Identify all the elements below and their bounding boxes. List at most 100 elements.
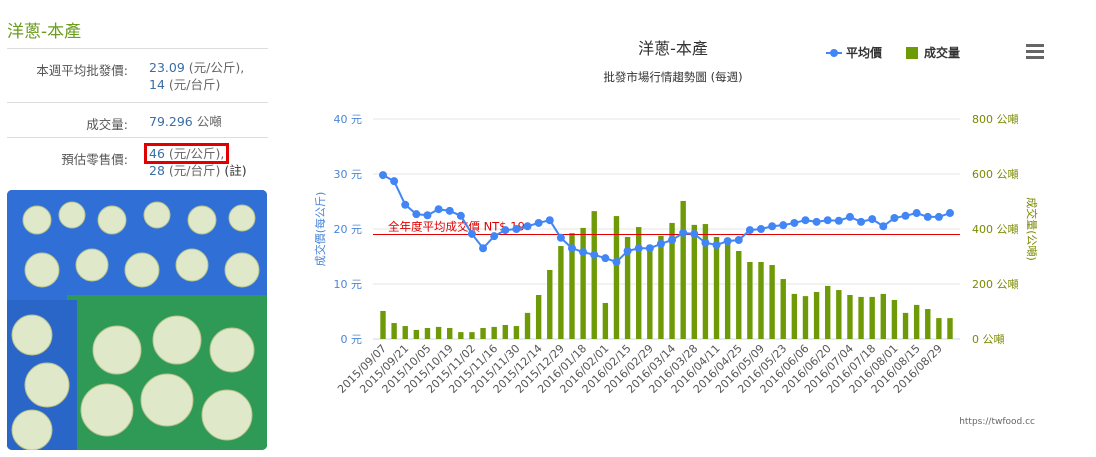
y2-tick-label: 600 公噸 <box>972 167 1019 181</box>
onion-photo <box>7 190 267 450</box>
unit: (元/台斤) <box>168 163 221 178</box>
volume-bar <box>658 235 664 339</box>
volume-bar <box>458 332 464 339</box>
volume-bar <box>702 224 709 339</box>
price-point <box>490 232 499 241</box>
volume-bar <box>591 211 597 339</box>
price-point <box>623 247 632 255</box>
menu-button[interactable] <box>1026 44 1044 59</box>
y2-tick-label: 400 公噸 <box>972 222 1019 236</box>
volume-bar <box>580 227 586 339</box>
volume-bar <box>380 310 386 339</box>
price-point <box>390 177 399 186</box>
price-point <box>712 240 721 249</box>
volume-bar <box>391 323 397 339</box>
volume-bar <box>836 290 842 339</box>
chart-subtitle: 批發市場行情趨勢圖 (每週) <box>603 70 742 84</box>
volume-bar <box>891 299 898 339</box>
row-label: 本週平均批發價: <box>36 63 128 78</box>
price-point <box>745 226 754 235</box>
volume-bar <box>424 328 431 339</box>
price-point <box>879 222 888 231</box>
panel-title: 洋蔥-本產 <box>7 22 82 42</box>
y2-tick-label: 800 公噸 <box>972 112 1019 126</box>
price-point <box>379 171 387 180</box>
row-values: 79.296 公噸 <box>149 113 222 130</box>
price-point <box>556 233 565 242</box>
volume-bar <box>602 302 609 339</box>
y-tick-label: 0 元 <box>341 333 363 346</box>
volume-bar <box>880 293 886 339</box>
legend-label: 平均價 <box>846 45 883 60</box>
row-label: 成交量: <box>86 117 128 132</box>
legend-label: 成交量 <box>924 45 960 60</box>
price-point <box>845 212 854 221</box>
unit: 公噸 <box>196 114 222 129</box>
legend-item[interactable]: 平均價 <box>826 45 883 60</box>
info-row: 預估零售價: 46 (元/公斤), 28 (元/台斤) (註) <box>7 137 268 182</box>
volume-bar <box>769 265 775 339</box>
price-point <box>801 216 810 225</box>
volume-bar <box>469 332 475 339</box>
price-point <box>901 211 910 220</box>
price-point <box>734 236 743 244</box>
row-values: 46 (元/公斤), 28 (元/台斤) (註) <box>144 143 247 179</box>
price-point <box>723 237 732 246</box>
legend-symbol <box>906 47 918 59</box>
row-label: 預估零售價: <box>61 152 128 167</box>
value: 23.09 <box>149 60 185 75</box>
volume-bar <box>925 309 931 339</box>
price-point <box>590 250 599 259</box>
unit: (元/公斤), <box>188 60 245 75</box>
price-point <box>434 205 443 214</box>
price-point <box>612 258 621 266</box>
volume-bar <box>813 291 820 339</box>
info-row: 成交量: 79.296 公噸 <box>7 102 268 138</box>
price-point <box>890 214 899 222</box>
price-point <box>768 222 777 231</box>
price-point <box>545 216 554 225</box>
price-point <box>790 218 799 227</box>
price-point <box>679 228 688 237</box>
volume-bar <box>413 329 420 339</box>
price-point <box>857 217 866 226</box>
volume-bar <box>680 200 686 339</box>
volume-bar <box>758 262 764 339</box>
price-point <box>868 215 877 224</box>
chart-title: 洋蔥-本產 <box>638 39 708 58</box>
price-point <box>579 248 588 257</box>
photo-art <box>7 190 267 450</box>
price-point <box>467 229 476 238</box>
price-point <box>812 217 821 226</box>
value: 14 <box>149 77 165 92</box>
price-point <box>834 216 843 225</box>
price-point <box>534 218 543 227</box>
y2-axis-title: 成交量(公噸) <box>1025 197 1039 261</box>
volume-bar <box>869 296 875 339</box>
legend-item[interactable]: 成交量 <box>906 45 960 60</box>
y-tick-label: 20 元 <box>334 223 363 236</box>
volume-bar <box>947 318 953 339</box>
highlight-box: 46 (元/公斤), <box>144 143 230 164</box>
price-point <box>479 244 488 253</box>
volume-bar <box>491 326 497 339</box>
price-point <box>634 244 643 253</box>
value: 28 <box>149 163 165 178</box>
volume-bar <box>736 251 742 339</box>
credit: https://twfood.cc <box>959 417 1035 427</box>
y-tick-label: 10 元 <box>334 278 363 291</box>
volume-bar <box>402 326 408 339</box>
volume-bar <box>724 238 731 339</box>
unit: (元/台斤) <box>168 77 221 92</box>
price-point <box>690 229 699 238</box>
volume-bar <box>513 326 520 339</box>
y-axis-title: 成交價(每公斤) <box>313 192 327 267</box>
value: 79.296 <box>149 114 193 129</box>
volume-bar <box>936 318 942 339</box>
volume-bar <box>480 328 486 339</box>
volume-bar <box>902 312 909 339</box>
volume-bar <box>802 296 809 339</box>
price-line <box>382 174 951 264</box>
price-point <box>445 206 454 215</box>
